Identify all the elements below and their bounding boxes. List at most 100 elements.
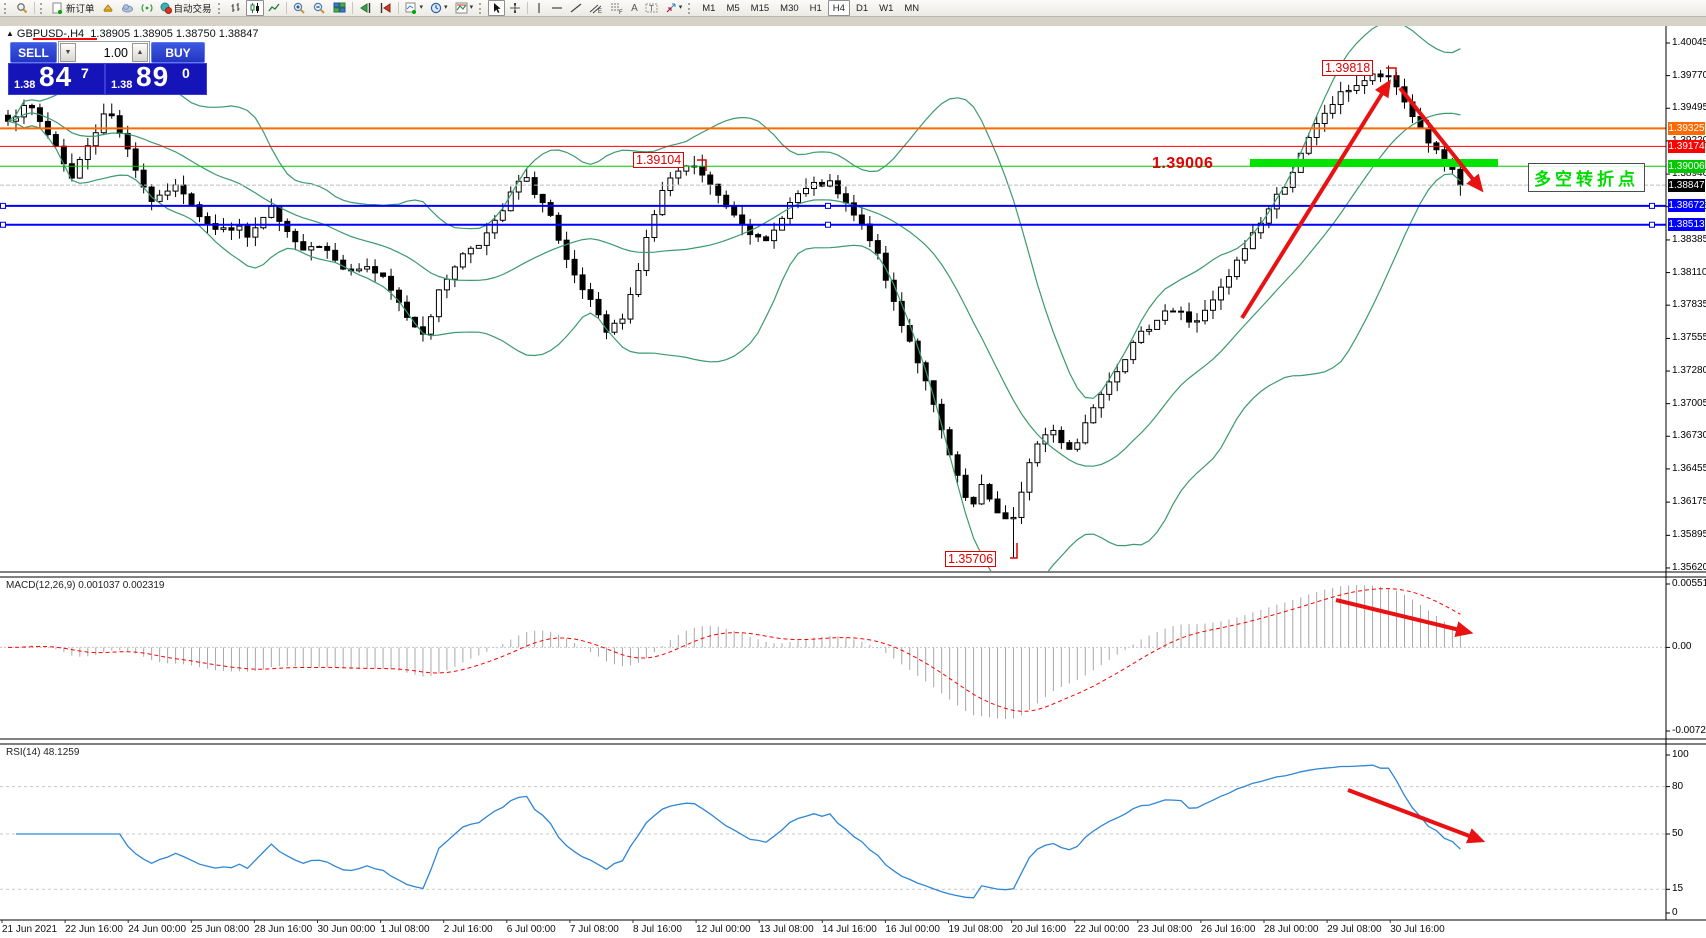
timeframe-h4[interactable]: H4 [827,0,850,16]
timeframe-w1[interactable]: W1 [879,2,894,14]
line-handle[interactable] [0,221,6,228]
macd-signal-line [7,588,1461,712]
level-annotation-1.39006[interactable]: 1.39006 [1152,155,1214,172]
chart-shift-icon[interactable] [376,0,395,16]
sell-button[interactable]: SELL [10,42,57,63]
price-badge-1.38672: 1.38672 [1668,199,1705,213]
y-axis-tick-1.37835: 1.37835 [1672,299,1706,311]
red-arrow-2[interactable] [1335,598,1474,637]
new-order-button[interactable]: 新订单 [49,0,98,16]
y-axis-tick-1.37280: 1.37280 [1672,365,1706,377]
timeframe-m30[interactable]: M30 [780,2,799,14]
main-pane [5,26,1464,571]
sell-price-tile[interactable]: 1.38 84 7 [8,61,105,95]
indicators-icon [405,2,416,14]
time-label-6: 1 Jul 08:00 [380,924,430,935]
vertical-line-icon[interactable] [531,0,547,16]
time-label-2: 24 Jun 00:00 [128,924,187,935]
time-label-16: 20 Jul 16:00 [1011,924,1067,935]
toolbar-grip[interactable] [479,2,485,14]
price-label-box-1.39104[interactable]: 1.39104 [633,152,685,168]
macd-pane [0,585,1666,720]
channel-icon[interactable]: E [586,0,606,16]
time-label-22: 30 Jul 16:00 [1390,924,1445,935]
price-label-box-1.35706[interactable]: 1.35706 [945,551,997,567]
timeframe-mn[interactable]: MN [904,2,920,14]
search-icon[interactable] [13,0,31,16]
volume-up-button[interactable]: ▲ [132,43,148,62]
time-label-12: 13 Jul 08:00 [759,924,814,935]
separator [527,2,529,14]
autotrade-button[interactable]: 自动交易 [157,0,215,16]
mql-community-icon[interactable] [99,0,117,16]
buy-price-tile[interactable]: 1.38 89 0 [105,61,207,95]
window-frame-strip [0,17,1706,26]
timeframe-h1[interactable]: H1 [809,2,822,14]
sell-price-sup: 7 [81,65,89,81]
dropdown-arrow-icon: ▾ [419,4,424,11]
bar-chart-icon[interactable] [227,0,245,16]
indicators-button[interactable]: ▾ [402,0,427,16]
line-handle[interactable] [825,221,831,228]
tile-windows-icon[interactable] [330,0,349,16]
line-handle[interactable] [1649,221,1655,228]
auto-scroll-icon[interactable] [356,0,375,16]
line-handle[interactable] [825,202,831,209]
price-label-box-1.39818[interactable]: 1.39818 [1322,60,1374,76]
dropdown-arrow-icon: ▾ [678,4,683,11]
ohlc-values: 1.38905 1.38905 1.38750 1.38847 [90,28,259,40]
timeframe-m1[interactable]: M1 [702,2,716,14]
toolbar-grip[interactable] [40,2,46,14]
text-icon[interactable]: A [631,2,638,14]
timeframe-d1[interactable]: D1 [855,2,869,14]
time-label-7: 2 Jul 16:00 [443,924,493,935]
y-axis-tick-1.36730: 1.36730 [1672,430,1706,442]
time-label-0: 21 Jun 2021 [2,924,58,935]
time-label-13: 14 Jul 16:00 [822,924,877,935]
line-handle[interactable] [0,202,6,209]
line-chart-icon[interactable] [265,0,283,16]
volume-down-button[interactable]: ▼ [60,43,76,62]
zoom-in-icon[interactable] [290,0,309,16]
timeframe-m15[interactable]: M15 [750,2,770,14]
arrows-button[interactable]: ▾ [662,0,686,16]
periods-button[interactable]: ▾ [427,0,451,16]
periods-icon [430,2,442,14]
templates-icon [455,2,468,14]
rsi-axis-tick-0: 0 [1672,907,1678,918]
horizontal-line-icon[interactable] [548,0,566,16]
collapse-icon[interactable]: ▲ [6,29,14,38]
signal-icon[interactable] [138,0,156,16]
red-arrow-0[interactable] [1240,79,1391,320]
y-axis-tick-1.37005: 1.37005 [1672,397,1706,409]
red-arrow-1[interactable] [1398,86,1484,193]
crosshair-icon[interactable] [506,0,524,16]
volume-value[interactable]: 1.00 [103,45,128,60]
candlestick-chart-icon[interactable] [245,0,264,16]
time-label-19: 26 Jul 16:00 [1200,924,1256,935]
y-axis-tick-1.40045: 1.40045 [1672,37,1706,48]
timeframe-m5[interactable]: M5 [726,2,740,14]
cloud-icon[interactable] [118,0,137,16]
y-axis-tick-1.37555: 1.37555 [1672,332,1706,344]
toolbar-grip[interactable] [688,2,694,14]
y-axis-tick-1.39770: 1.39770 [1672,69,1706,81]
svg-text:E: E [598,9,602,14]
toolbar-grip[interactable] [4,2,10,14]
text-label-icon[interactable]: T [642,0,661,16]
time-label-1: 22 Jun 16:00 [65,924,123,935]
templates-button[interactable]: ▾ [452,0,477,16]
red-arrow-3[interactable] [1347,788,1486,844]
time-label-17: 22 Jul 00:00 [1074,924,1130,935]
buy-button[interactable]: BUY [151,42,205,63]
cursor-icon[interactable] [488,0,506,16]
turning-point-annotation[interactable]: 多空转折点 [1528,163,1645,192]
line-handle[interactable] [1649,202,1655,209]
zoom-out-icon[interactable] [310,0,329,16]
trendline-icon[interactable] [567,0,585,16]
time-label-21: 29 Jul 08:00 [1327,924,1382,935]
toolbar-grip[interactable] [217,2,224,14]
y-axis-tick-1.35620: 1.35620 [1672,561,1706,573]
fibonacci-icon[interactable]: F [607,0,627,16]
thick-level-bar[interactable] [1250,159,1498,167]
